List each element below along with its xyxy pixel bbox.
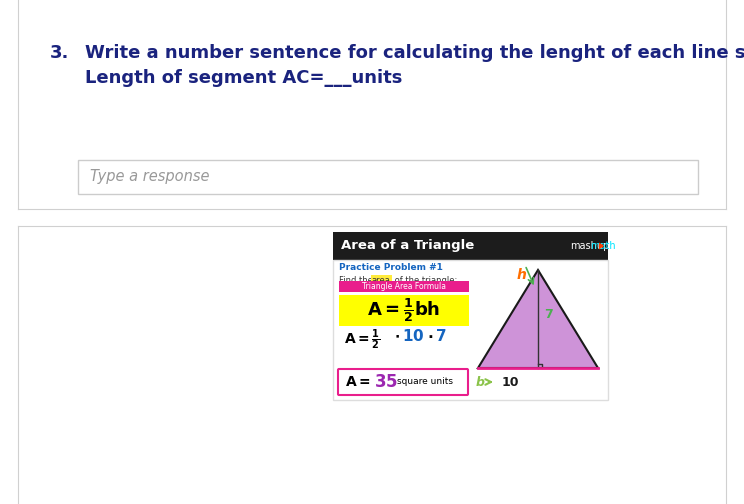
Text: $\mathbf{\cdot}$: $\mathbf{\cdot}$ [427, 328, 433, 343]
Text: Length of segment AC=___units: Length of segment AC=___units [85, 69, 403, 87]
Text: h: h [517, 268, 527, 282]
Text: 10: 10 [502, 375, 519, 389]
Text: $\mathbf{\cdot}$: $\mathbf{\cdot}$ [394, 328, 400, 342]
Text: 3.: 3. [50, 44, 69, 62]
Bar [333, 260, 608, 400]
Text: Find the: Find the [339, 276, 376, 285]
Bar [339, 295, 469, 326]
Text: math: math [590, 241, 615, 251]
Text: area: area [372, 276, 391, 285]
Text: Type a response: Type a response [90, 169, 210, 184]
Text: of the triangle:: of the triangle: [392, 276, 458, 285]
Bar [333, 232, 608, 260]
Text: $\mathbf{10}$: $\mathbf{10}$ [402, 328, 425, 344]
Text: Triangle Area Formula: Triangle Area Formula [362, 282, 446, 291]
Text: mashup: mashup [570, 241, 609, 251]
Polygon shape [478, 270, 598, 368]
Text: b: b [475, 375, 484, 389]
Bar [339, 281, 469, 292]
Text: Area of a Triangle: Area of a Triangle [341, 239, 474, 253]
Text: $\mathbf{A = }$: $\mathbf{A = }$ [345, 375, 371, 389]
Polygon shape [599, 242, 604, 249]
Text: Write a number sentence for calculating the lenght of each line segment.: Write a number sentence for calculating … [85, 44, 744, 62]
FancyBboxPatch shape [78, 160, 698, 194]
Text: 7: 7 [544, 307, 553, 321]
Text: $\mathbf{35}$: $\mathbf{35}$ [374, 373, 398, 391]
Text: $\mathbf{A = \frac{1}{2}}$: $\mathbf{A = \frac{1}{2}}$ [344, 328, 380, 352]
FancyBboxPatch shape [338, 369, 468, 395]
Text: $\mathbf{7}$: $\mathbf{7}$ [435, 328, 446, 344]
Text: square units: square units [397, 377, 453, 387]
Text: $\mathbf{A = \frac{1}{2}bh}$: $\mathbf{A = \frac{1}{2}bh}$ [368, 296, 440, 325]
Text: Practice Problem #1: Practice Problem #1 [339, 263, 443, 272]
